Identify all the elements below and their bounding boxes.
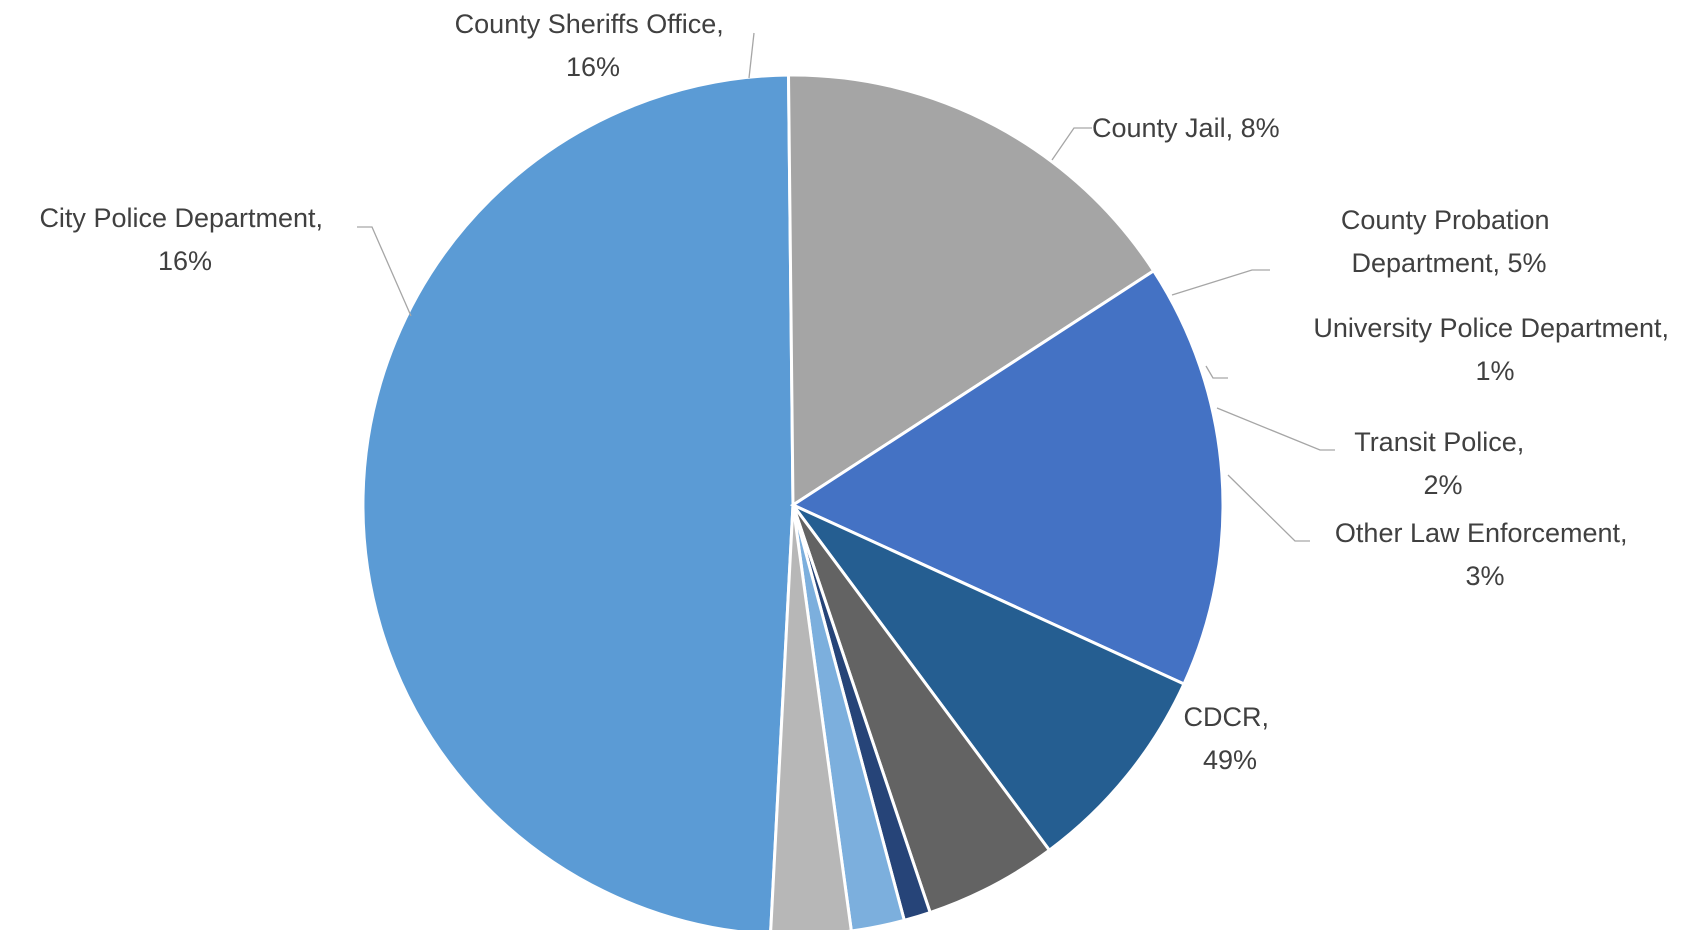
- leader-line-county-probation: [1171, 269, 1270, 296]
- data-label-city-police-department-name: City Police Department,: [39, 203, 323, 233]
- data-label-cdcr-percent: 49%: [1203, 745, 1257, 775]
- data-label-county-jail-name: County Jail, 8%: [1092, 113, 1280, 143]
- data-label-other-law-enforcement-name: Other Law Enforcement,: [1335, 518, 1628, 548]
- pie-slice-other-law-enforcement: [769, 504, 853, 930]
- pie-slice-city-police-department: [786, 73, 1156, 508]
- data-label-city-police-department-percent: 16%: [158, 246, 212, 276]
- data-label-other-law-enforcement-percent: 3%: [1465, 561, 1504, 591]
- data-label-university-police: University Police Department, 1%: [1313, 313, 1676, 386]
- data-label-transit-police-percent: 2%: [1423, 470, 1462, 500]
- leader-line-transit-police: [1216, 407, 1335, 451]
- leader-line-other-law-enforcement: [1227, 474, 1310, 542]
- data-label-county-probation-name: County Probation: [1341, 205, 1550, 235]
- data-label-county-jail: County Jail, 8%: [1092, 113, 1280, 143]
- data-label-county-sheriffs-office-percent: 16%: [566, 52, 620, 82]
- leader-lines: [357, 32, 1335, 542]
- data-label-university-police-percent: 1%: [1475, 356, 1514, 386]
- pie-slices: [361, 73, 1225, 930]
- data-labels: County Sheriffs Office, 16% County Jail,…: [39, 9, 1676, 775]
- pie-slice-transit-police: [791, 504, 907, 930]
- data-label-other-law-enforcement: Other Law Enforcement, 3%: [1335, 518, 1635, 591]
- data-label-city-police-department: City Police Department, 16%: [39, 203, 330, 276]
- data-label-cdcr-name: CDCR,: [1183, 702, 1269, 732]
- leader-line-county-jail: [1051, 127, 1092, 161]
- data-label-transit-police-name: Transit Police,: [1354, 427, 1524, 457]
- leader-line-county-sheriffs-office: [748, 32, 755, 79]
- data-label-county-sheriffs-office: County Sheriffs Office, 16%: [455, 9, 732, 82]
- data-label-university-police-name: University Police Department,: [1313, 313, 1669, 343]
- data-label-cdcr: CDCR, 49%: [1183, 702, 1276, 775]
- data-label-county-probation: County Probation Department, 5%: [1341, 205, 1557, 278]
- pie-slice-cdcr: [361, 73, 795, 930]
- data-label-transit-police: Transit Police, 2%: [1354, 427, 1532, 500]
- pie-slice-county-sheriffs-office: [789, 268, 1225, 686]
- leader-line-university-police: [1205, 365, 1228, 379]
- data-label-county-probation-percent: Department, 5%: [1351, 248, 1546, 278]
- leader-line-city-police-department: [357, 226, 412, 317]
- pie-slice-county-jail: [791, 503, 1186, 853]
- data-label-county-sheriffs-office-name: County Sheriffs Office,: [455, 9, 724, 39]
